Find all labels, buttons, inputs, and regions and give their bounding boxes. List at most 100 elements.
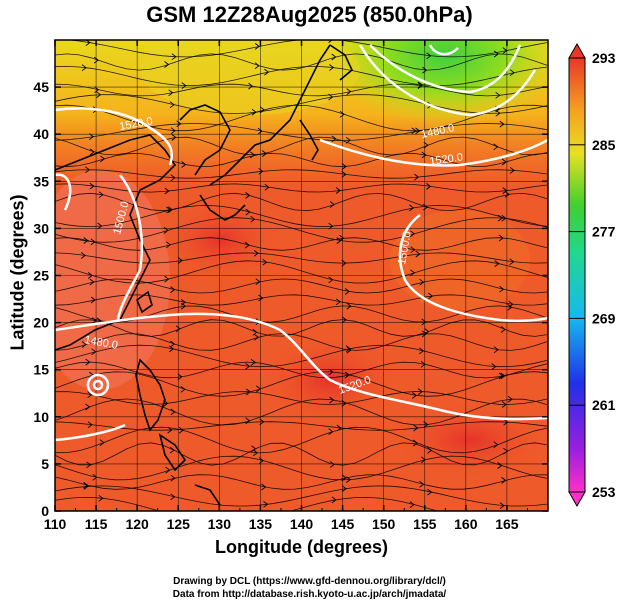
streamline-arrow [409,501,415,508]
streamline-arrow [503,447,509,455]
streamline-arrow [169,101,175,109]
contour-line [55,312,548,421]
streamline-arrow [261,483,267,491]
streamline [55,455,548,481]
streamline-arrow [409,204,415,212]
credits-line-2: Data from http://database.rish.kyoto-u.a… [172,589,447,600]
y-tick-label: 30 [33,220,49,236]
streamline-arrow [250,359,256,366]
streamline-arrow [501,477,507,484]
streamline-arrow [341,400,347,407]
y-tick-label: 20 [33,315,49,331]
streamline-arrow [170,127,176,135]
streamline-arrow [87,421,93,429]
streamline [55,344,548,368]
streamline-arrow [262,258,268,266]
streamline-arrow [81,64,87,72]
figure-title: GSM 12Z28Aug2025 (850.0hPa) [146,2,473,27]
streamline-arrow [509,258,515,266]
streamline-arrow [250,151,256,159]
streamline-arrow [422,66,428,74]
streamline-arrow [170,286,176,293]
colorbar-label: 277 [592,224,616,240]
streamline-arrow [427,447,433,454]
streamline-arrow [89,148,95,156]
streamline-arrow [329,201,335,208]
streamline [55,426,548,454]
streamline-arrow [328,428,334,435]
contour-line [92,379,104,391]
streamline-arrow [423,141,429,149]
x-axis-label: Longitude (degrees) [214,537,388,557]
contour-line [358,44,537,117]
y-tick-label: 5 [41,456,49,472]
streamline-arrow [259,106,265,114]
streamline-arrow [503,418,509,426]
credits: Drawing by DCL (https://www.gfd-dennou.o… [0,575,619,601]
streamline [55,496,439,511]
streamline-arrow [498,372,504,380]
streamline-arrow [169,446,175,454]
streamline-arrow [339,110,345,118]
streamline [55,83,548,97]
streamline-arrow [329,396,335,404]
streamline [55,474,548,490]
streamline-arrow [427,488,433,496]
streamline [55,65,548,87]
streamline-arrow [88,133,94,140]
streamline [55,53,548,71]
streamline-arrow [89,182,95,190]
y-tick-label: 40 [33,126,49,142]
streamline-arrow [100,155,106,163]
streamline-arrow [252,449,258,457]
streamline-arrow [494,260,500,267]
streamline [55,371,548,397]
streamline-arrow [341,259,347,267]
streamline-arrow [346,88,352,95]
temperature-field [55,40,548,511]
streamline-arrow [499,120,505,128]
streamline-arrow [245,362,251,370]
streamline-arrow [94,86,100,94]
streamline-arrow [499,502,505,509]
x-tick-label: 125 [167,516,191,532]
streamline-arrow [493,441,499,449]
streamline-arrow [346,346,352,354]
streamline-arrow [426,52,432,60]
streamline-arrow [165,466,171,474]
streamline-arrow [411,127,417,135]
streamline-arrow [252,328,258,336]
streamline-arrow [421,151,427,159]
y-tick-label: 25 [33,268,49,284]
streamline-arrow [509,69,515,77]
streamline-arrow [89,278,95,286]
streamline-arrow [257,127,263,135]
streamline-arrow [500,326,506,333]
streamline-arrow [339,234,345,242]
streamline-arrow [177,257,183,264]
streamline-arrow [258,167,264,175]
credits-line-1: Drawing by DCL (https://www.gfd-dennou.o… [173,576,446,587]
streamline-arrow [500,372,506,380]
x-tick-label: 115 [85,516,108,532]
streamline-arrow [264,68,270,76]
x-tick-label: 140 [290,516,314,532]
streamline-arrow [175,325,181,333]
streamline [55,217,548,243]
streamline [55,104,548,132]
contour-label: 1520.0 [118,115,153,133]
streamline-arrow [419,347,425,355]
streamline-arrow [261,150,267,157]
streamline-arrow [98,494,104,502]
streamline-arrow [411,392,418,399]
colorbar-label: 285 [592,137,616,153]
streamline-arrow [498,234,504,242]
streamline-arrow [80,252,86,259]
streamline-arrow [417,388,423,395]
streamline-arrow [426,183,432,190]
contour-line [55,107,174,166]
streamline [55,252,548,264]
x-tick-label: 120 [125,516,149,532]
streamline-arrow [87,391,93,399]
streamline-arrow [96,91,102,99]
